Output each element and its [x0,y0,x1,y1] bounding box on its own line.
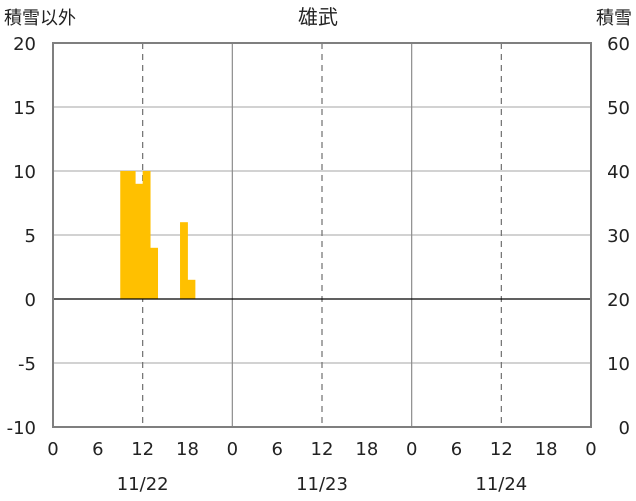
left-tick-label: 10 [13,162,36,183]
right-axis-title: 積雪 [596,8,632,29]
left-tick-label: -5 [18,354,36,375]
snow-bar [150,247,159,299]
x-hour-tick-label: 0 [227,439,238,460]
snow-bar [180,222,188,299]
x-hour-tick-label: 12 [131,439,154,460]
plot-border [52,42,592,428]
snow-bar [127,171,136,299]
right-tick-label: 10 [607,354,630,375]
left-tick-label: -10 [7,418,36,439]
x-hour-tick-label: 6 [92,439,103,460]
right-tick-label: 50 [607,98,630,119]
x-hour-tick-label: 0 [585,439,596,460]
plot-frame [52,42,592,428]
right-tick-label: 30 [607,226,630,247]
left-axis-title: 積雪以外 [4,8,76,29]
right-tick-label: 40 [607,162,630,183]
x-date-label: 11/22 [117,474,169,495]
right-tick-label: 60 [607,34,630,55]
x-hour-tick-label: 0 [47,439,58,460]
x-hour-tick-label: 12 [311,439,334,460]
x-date-label: 11/23 [296,474,348,495]
right-tick-label: 0 [619,418,630,439]
snow-bar [135,183,144,299]
right-tick-label: 20 [607,290,630,311]
left-tick-label: 20 [13,34,36,55]
x-date-label: 11/24 [475,474,527,495]
x-hour-tick-label: 6 [451,439,462,460]
snow-bar [120,171,129,299]
snow-depth-bars [120,171,196,299]
x-hour-tick-label: 12 [490,439,513,460]
x-hour-tick-label: 18 [176,439,199,460]
chart-title: 雄武 [298,5,338,29]
x-hour-tick-label: 18 [355,439,378,460]
x-hour-tick-label: 6 [271,439,282,460]
x-hour-tick-label: 18 [535,439,558,460]
x-hour-tick-label: 0 [406,439,417,460]
snow-bar [142,171,151,299]
left-tick-label: 0 [25,290,36,311]
left-tick-label: 15 [13,98,36,119]
left-tick-label: 5 [25,226,36,247]
snow-bar [187,279,196,299]
